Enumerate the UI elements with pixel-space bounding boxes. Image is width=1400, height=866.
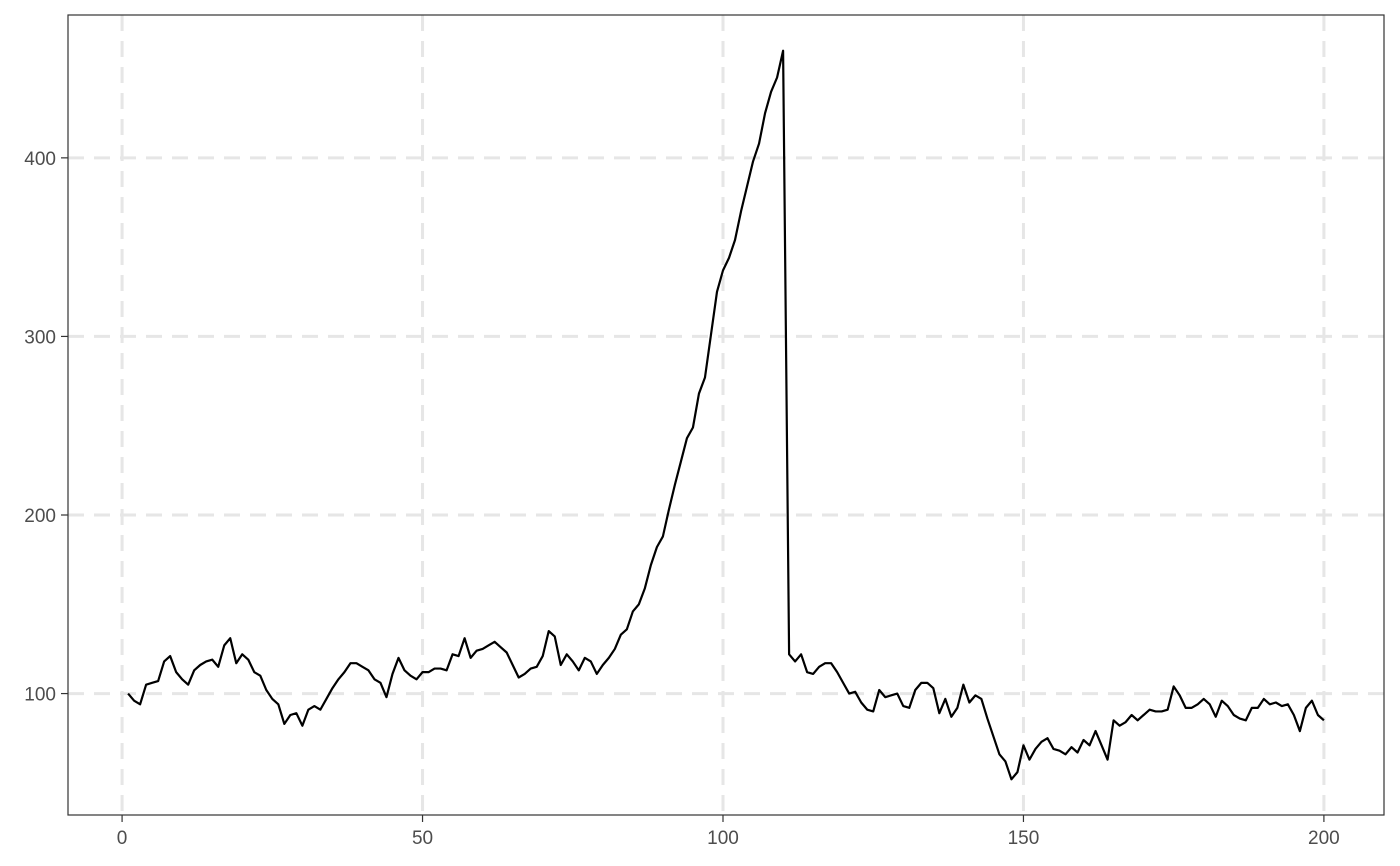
plot-panel-border: [67, 14, 1385, 816]
y-tick-label: 200: [24, 506, 56, 527]
x-tick-label: 0: [117, 828, 128, 849]
series-line-1: [127, 49, 1325, 781]
x-tick-label: 150: [1008, 828, 1040, 849]
x-tick-label: 100: [707, 828, 739, 849]
grid-lines: [68, 15, 1384, 815]
x-tick-label: 200: [1308, 828, 1340, 849]
axes: 0 50 100 150 200 100 200 300 400: [24, 149, 1339, 849]
y-tick-label: 100: [24, 685, 56, 706]
series-layer: [127, 49, 1325, 781]
y-tick-label: 300: [24, 327, 56, 348]
y-tick-label: 400: [24, 149, 56, 170]
x-tick-label: 50: [412, 828, 433, 849]
